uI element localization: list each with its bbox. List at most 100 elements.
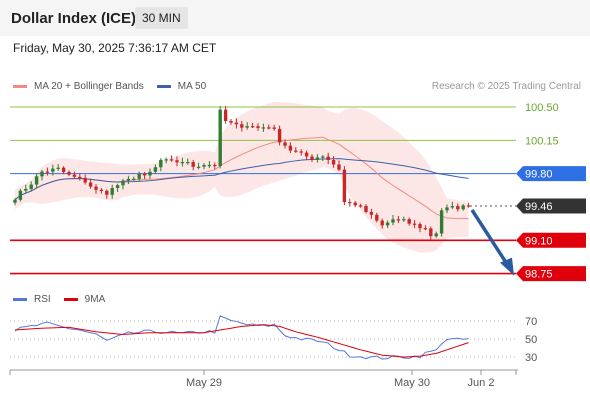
ma50-legend-label: MA 50 (177, 81, 207, 92)
candle-body (364, 205, 368, 212)
candle-body (169, 159, 174, 161)
candle-body (434, 233, 438, 237)
candle-body (83, 177, 87, 183)
candle-body (186, 162, 190, 164)
candle-body (164, 159, 168, 161)
candle-body (45, 171, 50, 173)
candle-body (412, 223, 417, 225)
level-tag-3 (516, 198, 586, 214)
candle-body (18, 190, 23, 200)
candle-body (207, 164, 212, 167)
candle-body (229, 121, 233, 123)
candle-body (142, 173, 147, 176)
rsi-tick-label: 30 (525, 352, 537, 364)
candle-body (277, 128, 282, 143)
interval-badge[interactable]: 30 MIN (135, 7, 188, 29)
candle-body (240, 124, 244, 128)
candle-body (321, 156, 325, 158)
candle-body (234, 122, 239, 125)
candle-body (256, 126, 260, 128)
candle-body (88, 182, 93, 187)
candle-body (245, 126, 249, 128)
level-label-3: 99.46 (525, 201, 553, 213)
candle-body (288, 145, 293, 151)
bollinger-band (15, 102, 469, 253)
level-label-4: 99.10 (525, 235, 553, 247)
ma9-legend-label: 9MA (84, 294, 106, 305)
chart-header: Dollar Index (ICE) 30 MIN (0, 0, 590, 36)
candle-body (461, 205, 465, 210)
candle-body (418, 224, 422, 229)
candle-body (191, 162, 195, 167)
x-tick-label: May 30 (394, 377, 430, 389)
forecast-arrow-shaft (470, 209, 510, 267)
candle-body (294, 150, 298, 152)
candle-body (310, 156, 314, 160)
candle-body (299, 151, 303, 153)
candle-body (450, 206, 455, 208)
candle-body (126, 178, 131, 181)
candle-body (423, 228, 428, 230)
ma20-swatch (13, 85, 27, 88)
candle-body (213, 164, 217, 167)
candle-body (153, 167, 158, 172)
candle-body (326, 156, 330, 161)
candle-body (67, 172, 71, 175)
candle-body (115, 185, 120, 188)
candle-body (391, 219, 395, 223)
candle-body (105, 190, 109, 195)
candle-body (78, 176, 82, 179)
candle-body (342, 169, 347, 203)
rsi-tick-label: 50 (525, 334, 537, 346)
candle-body (56, 167, 60, 169)
candle-body (304, 152, 309, 157)
candle-body (72, 174, 77, 177)
candle-body (267, 127, 271, 129)
candle-body (272, 127, 276, 129)
candle-body (34, 176, 39, 185)
level-label-1: 100.15 (525, 135, 559, 147)
instrument-title: Dollar Index (ICE) (11, 10, 137, 27)
candle-body (159, 159, 163, 168)
candle-body (180, 162, 185, 164)
candle-body (29, 184, 33, 189)
candle-body (348, 202, 352, 204)
rsi-legend-label: RSI (34, 294, 51, 305)
timestamp: Friday, May 30, 2025 7:36:17 AM CET (13, 41, 217, 55)
candle-body (13, 199, 17, 203)
candle-body (375, 214, 379, 221)
candle-body (51, 168, 55, 172)
rsi-legend: RSI 9MA (13, 294, 105, 305)
candle-body (24, 188, 28, 191)
candle-body (456, 206, 460, 210)
candle-body (466, 205, 471, 207)
x-tick-label: Jun 2 (468, 377, 495, 389)
candle-body (61, 167, 66, 173)
candle-body (137, 173, 141, 179)
candle-body (445, 207, 449, 211)
x-tick-label: May 29 (186, 377, 222, 389)
candle-body (202, 165, 206, 167)
rsi-swatch (13, 298, 27, 301)
level-label-2: 99.80 (525, 169, 553, 181)
candle-body (337, 164, 341, 170)
candle-body (261, 127, 266, 129)
ma9-swatch (63, 298, 78, 301)
candle-body (250, 126, 255, 128)
candle-body (358, 205, 363, 207)
ma20-legend-label: MA 20 + Bollinger Bands (34, 81, 144, 92)
candle-body (369, 211, 374, 215)
candle-body (121, 180, 125, 186)
main-legend: MA 20 + Bollinger Bands MA 50 (13, 81, 206, 92)
forecast-arrow-head (500, 257, 514, 276)
candle-body (385, 222, 390, 226)
rsi-tick-label: 70 (525, 316, 537, 328)
candle-body (380, 220, 384, 226)
candle-body (331, 160, 336, 165)
candle-body (110, 187, 114, 195)
candle-body (283, 142, 287, 146)
candle-body (175, 160, 179, 163)
candle-body (99, 189, 104, 191)
candle-body (407, 219, 411, 224)
